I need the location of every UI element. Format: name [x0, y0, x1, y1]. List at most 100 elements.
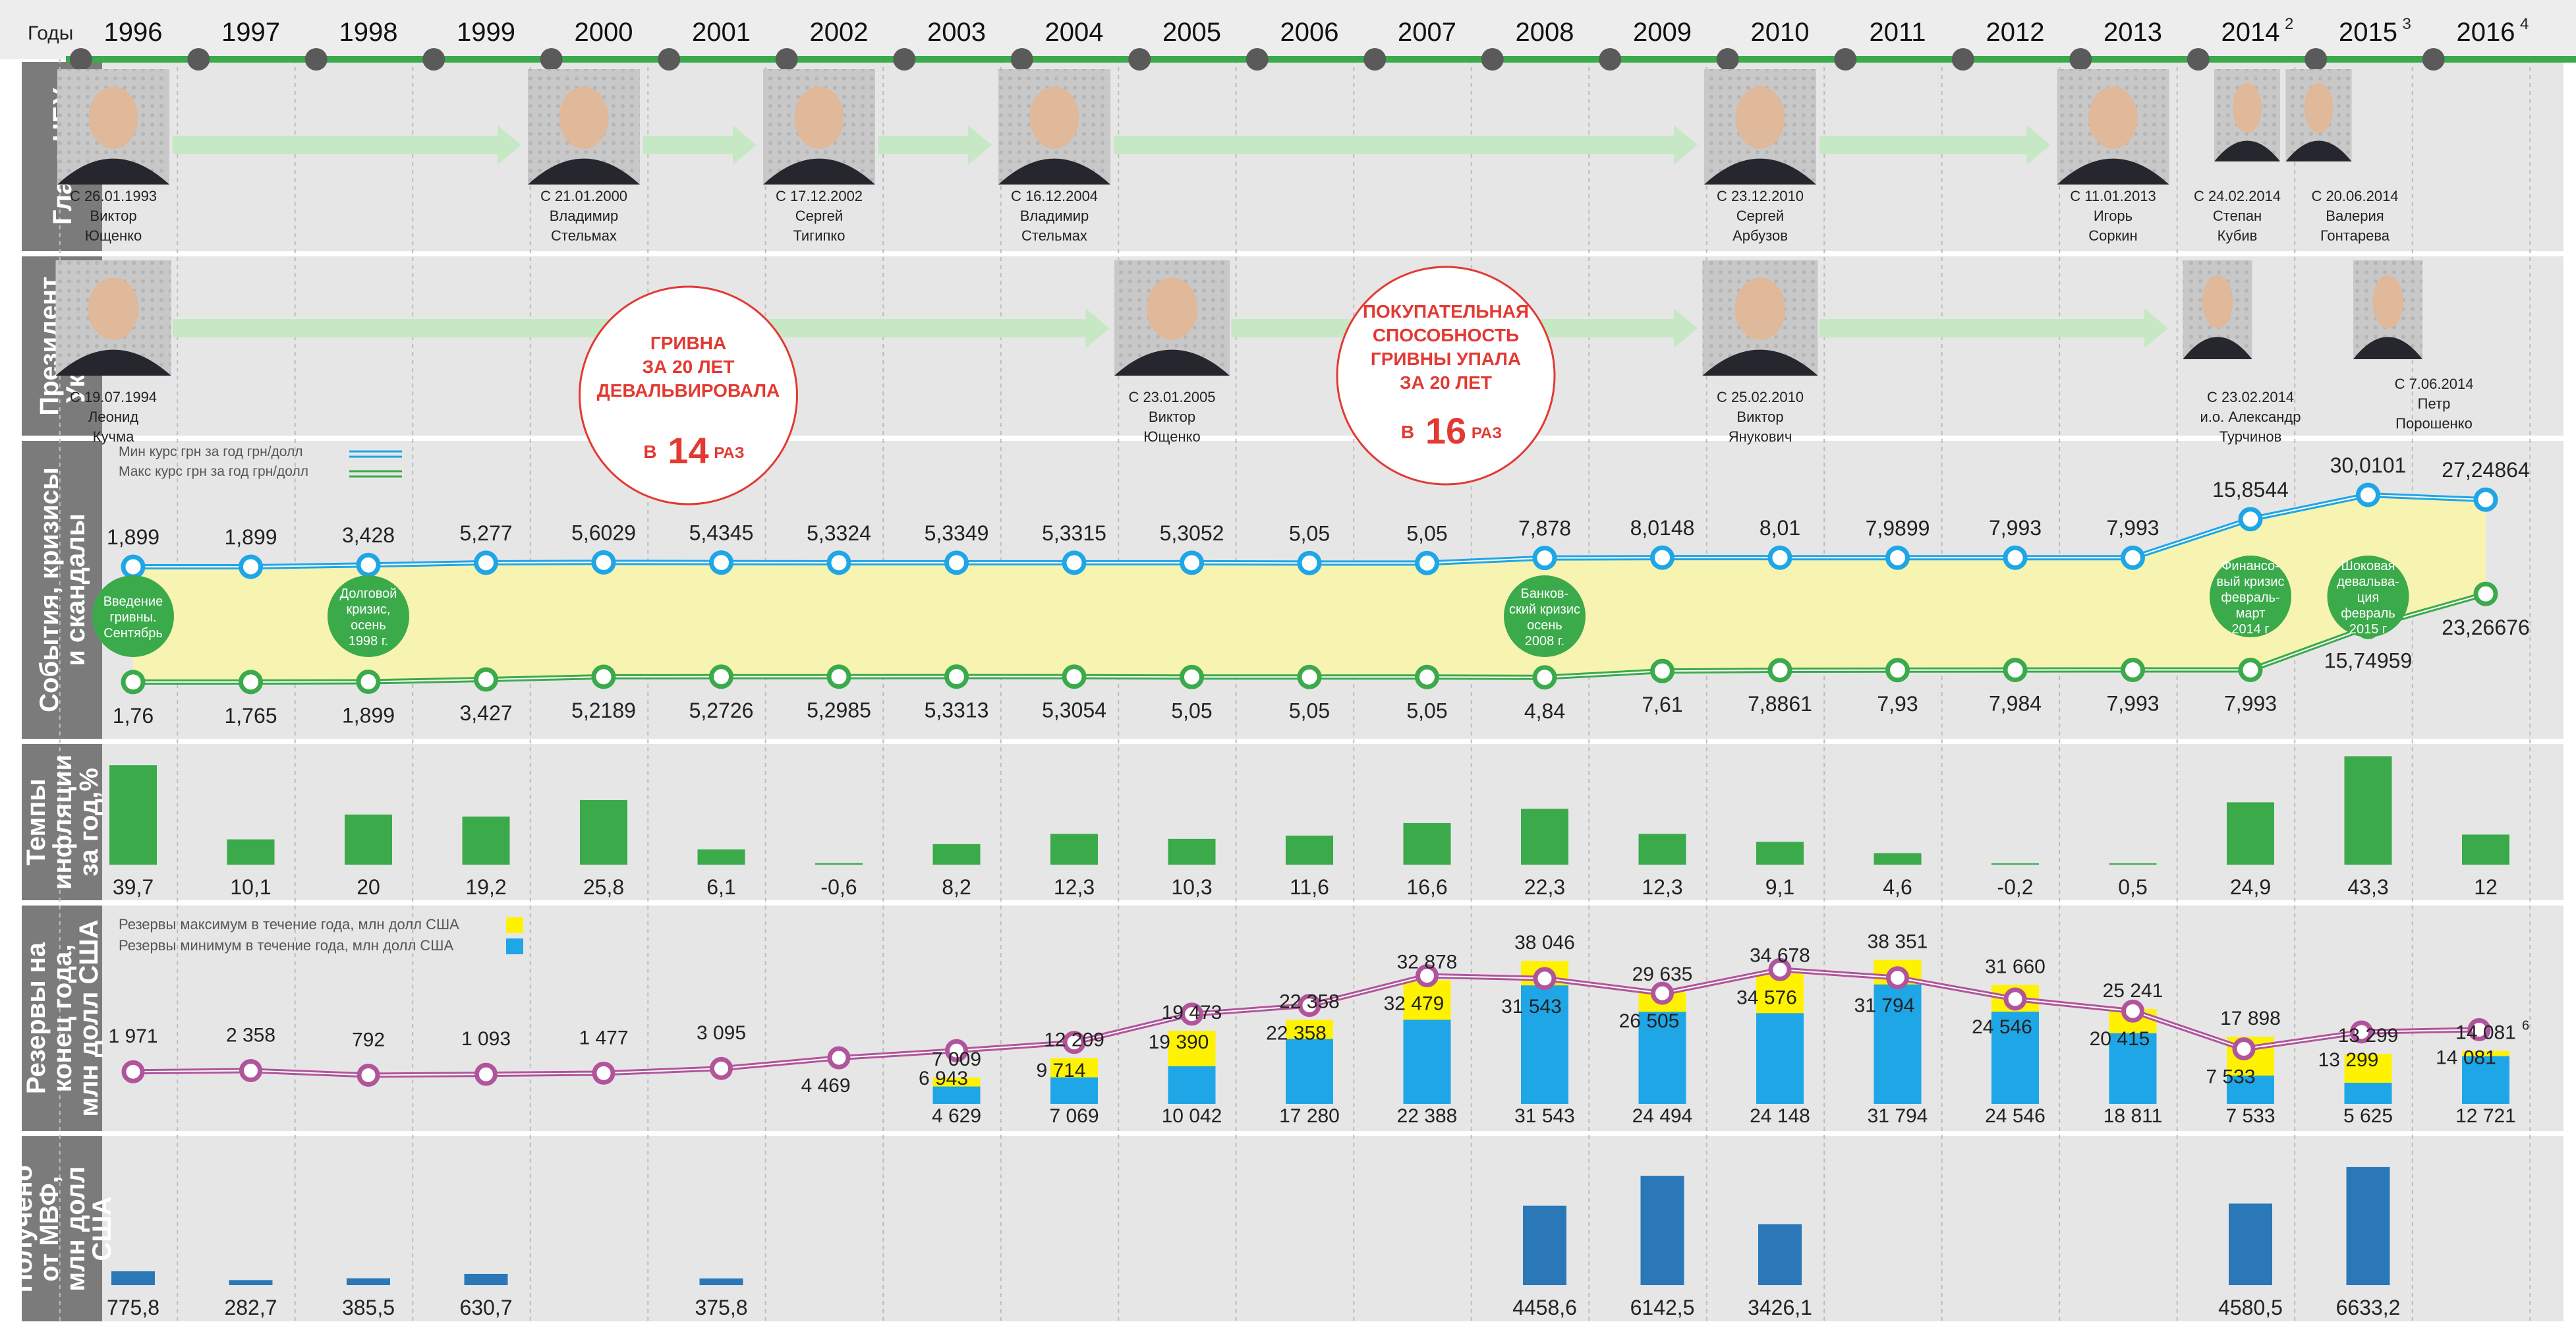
year-footnote: 2	[2285, 15, 2293, 33]
legend-swatch	[506, 917, 523, 933]
row-label-line: млн долл США	[74, 919, 103, 1116]
data-label-reserves: 1 093	[461, 1028, 511, 1050]
portrait-face	[1029, 86, 1079, 149]
row-label-line: инфляции	[48, 755, 77, 890]
nbu-head-portrait	[2057, 69, 2169, 185]
imf-value-label: 6633,2	[2336, 1296, 2401, 1319]
tenure-arrow-shaft	[173, 136, 499, 154]
point-min-rate	[1885, 658, 1910, 683]
reserve-min-label: 17 280	[1279, 1105, 1340, 1127]
data-label-max-rate: 30,0101	[2330, 453, 2407, 477]
timeline-dot	[2069, 48, 2092, 71]
imf-bar	[111, 1271, 155, 1285]
reserve-min-label: 24 494	[1632, 1105, 1693, 1127]
imf-value-label: 375,8	[695, 1296, 747, 1319]
reserve-max-label: 19 473	[1162, 1002, 1222, 1023]
point-reserves	[2121, 999, 2144, 1023]
point-max-rate	[239, 554, 263, 579]
inflation-bar	[227, 839, 275, 865]
reserve-min-label: 7 069	[1049, 1105, 1099, 1127]
data-label-reserves: 20 415	[2090, 1028, 2150, 1050]
point-reserves	[357, 1063, 380, 1087]
data-label-min-rate: 5,05	[1171, 699, 1212, 722]
year-tick-label: 2016	[2457, 18, 2515, 47]
reserve-min-label: 24 148	[1750, 1105, 1810, 1127]
point-min-rate	[1532, 665, 1557, 690]
inflation-value-label: -0,2	[1997, 875, 2033, 899]
reserve-bar-min	[1874, 984, 1922, 1104]
tenure-arrow-shaft	[643, 136, 734, 154]
imf-bar	[347, 1278, 390, 1285]
inflation-bar	[2109, 863, 2157, 865]
reserve-bar-min	[1756, 1013, 1804, 1104]
nbu-head-portrait	[57, 69, 169, 185]
point-max-rate	[1532, 546, 1557, 571]
event-text: ция	[2357, 590, 2379, 605]
timeline-dot	[69, 48, 92, 71]
event-text: 2015 г	[2349, 622, 2387, 637]
person-name: Соркин	[2088, 227, 2137, 244]
imf-value-label: 3426,1	[1748, 1296, 1812, 1319]
portrait-suit	[2214, 140, 2280, 161]
year-tick-label: 2011	[1869, 18, 1926, 47]
data-label-max-rate: 5,3315	[1042, 521, 1106, 545]
portrait-suit	[2057, 158, 2169, 185]
point-reserves	[2350, 1020, 2373, 1044]
person-name: Порошенко	[2395, 415, 2473, 432]
data-label-min-rate: 7,993	[2106, 692, 2159, 716]
imf-bar	[699, 1278, 743, 1285]
event-text: март	[2236, 606, 2266, 621]
person-date: С 21.01.2000	[540, 188, 627, 204]
tenure-arrow-head	[1674, 125, 1698, 165]
reserve-max-label: 38 351	[1868, 931, 1928, 952]
portrait-suit	[998, 158, 1110, 185]
timeline-dot	[2422, 48, 2445, 71]
reserve-max-label: 7 009	[932, 1049, 981, 1070]
timeline-dot	[540, 48, 563, 71]
data-label-reserves: 31 543	[1501, 996, 1562, 1018]
point-reserves	[2467, 1018, 2491, 1041]
year-tick-label: 2015	[2339, 18, 2397, 47]
point-reserves	[1416, 964, 1439, 988]
row-label-line: Темпы	[22, 778, 51, 865]
data-label-min-rate: 7,61	[1642, 693, 1682, 716]
data-label-max-rate: 7,9899	[1866, 516, 1930, 540]
point-min-rate	[1297, 664, 1322, 689]
data-label-max-rate: 5,05	[1406, 521, 1447, 545]
reserve-min-label: 5 625	[2343, 1105, 2393, 1127]
year-tick-label: 1996	[104, 18, 163, 47]
inflation-bar	[2227, 802, 2274, 865]
nbu-head-portrait	[998, 69, 1110, 185]
point-reserves	[1180, 1002, 1203, 1026]
point-max-rate	[1885, 545, 1910, 570]
point-reserves	[2232, 1037, 2256, 1061]
callout-line: ДЕВАЛЬВИРОВАЛА	[597, 380, 780, 401]
reserve-bar-min	[2109, 1033, 2157, 1104]
inflation-bar	[1638, 834, 1686, 865]
point-reserves	[474, 1062, 498, 1086]
reserve-min-label: 18 811	[2104, 1105, 2163, 1127]
reserve-min-label: 10 042	[1162, 1105, 1222, 1127]
event-text: Сентябрь	[103, 626, 163, 641]
point-reserves	[1651, 981, 1674, 1005]
data-label-max-rate: 5,6029	[571, 521, 636, 544]
portrait-suit	[55, 349, 171, 376]
person-date: С 23.12.2010	[1717, 188, 1804, 204]
person-name: Арбузов	[1732, 227, 1788, 244]
point-min-rate	[2121, 658, 2145, 683]
row-label-line: Получено	[9, 1165, 38, 1292]
data-label-max-rate: 5,05	[1289, 521, 1330, 545]
event-marker	[92, 575, 174, 657]
callout-bubble: ГРИВНА ЗА 20 ЛЕТ ДЕВАЛЬВИРОВАЛА В 14 РАЗ	[579, 285, 798, 505]
event-text: ский кризис	[1509, 602, 1580, 617]
point-max-rate	[2003, 545, 2028, 570]
person-name: Виктор	[90, 208, 136, 224]
person-date: С 7.06.2014	[2395, 376, 2474, 392]
inflation-value-label: 10,3	[1171, 875, 1212, 899]
point-reserves	[2003, 987, 2027, 1011]
imf-value-label: 775,8	[107, 1296, 159, 1319]
